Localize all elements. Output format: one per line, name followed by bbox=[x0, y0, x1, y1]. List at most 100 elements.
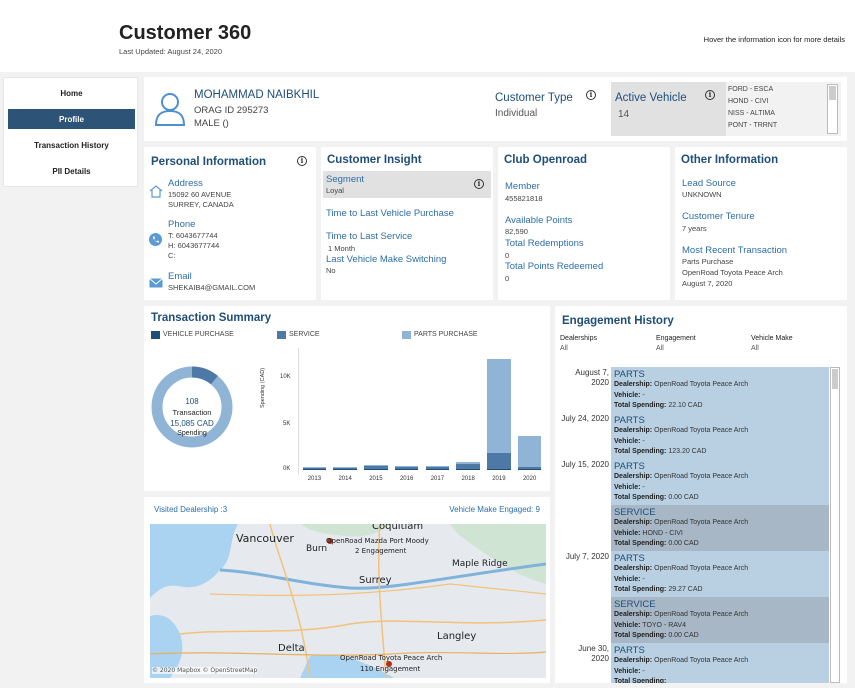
user-avatar-icon bbox=[154, 93, 186, 126]
engagement-row[interactable]: PARTS Dealership: OpenRoad Toyota Peace A… bbox=[611, 413, 829, 459]
bar-parts-purchase-2013[interactable] bbox=[302, 466, 327, 468]
vehicle-key: Vehicle: bbox=[614, 621, 641, 629]
engagement-date: August 7, 2020 bbox=[555, 368, 609, 388]
segment-info-icon[interactable]: i bbox=[474, 179, 484, 189]
bar-service-2014[interactable] bbox=[333, 467, 357, 470]
active-vehicle-info-icon[interactable]: i bbox=[705, 90, 715, 100]
engagement-row[interactable]: PARTS Dealership: OpenRoad Toyota Peace A… bbox=[611, 367, 829, 413]
bar-vehicle-purchase-2020[interactable] bbox=[517, 469, 542, 470]
bar-service-2019[interactable] bbox=[487, 453, 511, 470]
dealership-map[interactable]: Coquitlam Vancouver Burn Maple Ridge Sur… bbox=[150, 524, 546, 678]
engagement-category: PARTS bbox=[614, 369, 645, 380]
bar-vehicle-purchase-2014[interactable] bbox=[333, 469, 357, 470]
vehicle-item: PONT - TRRNT bbox=[728, 122, 778, 129]
dealership-value: OpenRoad Toyota Peace Arch bbox=[654, 519, 749, 526]
bar-service-2015[interactable] bbox=[364, 465, 388, 470]
vehicle-list-scroll-thumb[interactable] bbox=[829, 86, 836, 100]
vehicle-value: - bbox=[642, 437, 645, 445]
bar-vehicle-purchase-2019[interactable] bbox=[487, 469, 511, 470]
donut-sub: Spending bbox=[177, 430, 207, 437]
available-points-value: 82,590 bbox=[505, 227, 528, 236]
bar-service-2018[interactable] bbox=[456, 464, 480, 470]
segment-value: Loyal bbox=[326, 186, 344, 195]
personal-info-card: Personal Information i Address 15092 60 … bbox=[144, 147, 316, 300]
other-info-card: Other Information Lead Source UNKNOWN Cu… bbox=[675, 147, 847, 300]
nav-transaction-history[interactable]: Transaction History bbox=[8, 135, 135, 155]
engagement-history-title: Engagement History bbox=[562, 315, 674, 327]
engagement-category: SERVICE bbox=[614, 507, 656, 518]
dealer-marker-toyota[interactable] bbox=[386, 661, 392, 667]
engagement-row[interactable]: PARTS Dealership: OpenRoad Toyota Peace A… bbox=[611, 551, 829, 597]
dealership-key: Dealership: bbox=[614, 519, 653, 526]
personal-info-title: Personal Information bbox=[151, 156, 267, 168]
spend-value: 123.20 CAD bbox=[668, 448, 707, 455]
dealer2-name: OpenRoad Toyota Peace Arch bbox=[340, 654, 443, 662]
x-tick-2020: 2020 bbox=[522, 476, 537, 482]
bar-parts-purchase-2018[interactable] bbox=[456, 462, 480, 465]
engagement-scrollbar[interactable] bbox=[830, 367, 840, 683]
spend-key: Total Spending: bbox=[614, 448, 667, 455]
bar-vehicle-purchase-2018[interactable] bbox=[456, 469, 480, 470]
map-place-langley: Langley bbox=[437, 631, 477, 642]
nav-profile[interactable]: Profile bbox=[8, 109, 135, 129]
make-switch-label: Last Vehicle Make Switching bbox=[326, 254, 447, 265]
nav-home[interactable]: Home bbox=[8, 83, 135, 103]
bar-vehicle-purchase-2015[interactable] bbox=[364, 469, 388, 470]
map-background bbox=[150, 524, 546, 678]
tenure-value: 7 years bbox=[682, 224, 707, 233]
vehicle-list[interactable]: FORD - ESCA HOND - CIVI NISS - ALTIMA PO… bbox=[726, 82, 841, 136]
engagement-dealership: Dealership: OpenRoad Toyota Peace Arch bbox=[614, 610, 826, 621]
recent-transaction-date: August 7, 2020 bbox=[682, 279, 733, 288]
bar-service-2017[interactable] bbox=[425, 466, 450, 470]
filter-dealerships-value[interactable]: All bbox=[560, 345, 568, 352]
vehicle-value: HOND - CIVI bbox=[642, 529, 683, 537]
bar-service-2016[interactable] bbox=[394, 466, 419, 470]
bar-parts-purchase-2014[interactable] bbox=[333, 466, 357, 468]
bar-parts-purchase-2020[interactable] bbox=[517, 435, 542, 467]
bar-parts-purchase-2017[interactable] bbox=[425, 465, 450, 467]
engagement-list[interactable]: PARTS Dealership: OpenRoad Toyota Peace A… bbox=[611, 367, 829, 683]
member-value: 455821818 bbox=[505, 194, 543, 203]
engagement-row[interactable]: PARTS Dealership: OpenRoad Toyota Peace A… bbox=[611, 643, 829, 683]
bar-parts-purchase-2019[interactable] bbox=[487, 359, 511, 454]
bar-parts-purchase-2016[interactable] bbox=[394, 466, 419, 467]
engagement-row[interactable]: SERVICE Dealership: OpenRoad Toyota Peace… bbox=[611, 505, 829, 551]
bar-service-2013[interactable] bbox=[302, 467, 327, 470]
bar-service-2020[interactable] bbox=[517, 466, 542, 470]
engagement-row[interactable]: PARTS Dealership: OpenRoad Toyota Peace A… bbox=[611, 459, 829, 505]
filter-vehicle-make-value[interactable]: All bbox=[751, 345, 759, 352]
spending-donut[interactable] bbox=[151, 366, 233, 448]
customer-type-info-icon[interactable]: i bbox=[586, 90, 596, 100]
side-nav: Home Profile Transaction History PII Det… bbox=[3, 77, 138, 187]
dealership-key: Dealership: bbox=[614, 427, 653, 434]
engagement-vehicle: Vehicle: - bbox=[614, 437, 826, 448]
phone-c: C: bbox=[168, 251, 176, 260]
bar-vehicle-purchase-2016[interactable] bbox=[394, 469, 419, 470]
dealer-marker-mazda[interactable] bbox=[327, 538, 333, 544]
dealership-key: Dealership: bbox=[614, 565, 653, 572]
dealership-value: OpenRoad Toyota Peace Arch bbox=[654, 473, 749, 480]
vehicle-key: Vehicle: bbox=[614, 575, 641, 583]
vehicle-make-engaged: Vehicle Make Engaged: 9 bbox=[449, 505, 540, 514]
spend-key: Total Spending: bbox=[614, 494, 667, 501]
bar-vehicle-purchase-2017[interactable] bbox=[425, 469, 450, 470]
bar-parts-purchase-2015[interactable] bbox=[364, 465, 388, 466]
filter-engagement-value[interactable]: All bbox=[656, 345, 664, 352]
dealer2-engagement: 110 Engagement bbox=[360, 665, 421, 673]
page-title: Customer 360 bbox=[119, 22, 252, 44]
engagement-scroll-thumb[interactable] bbox=[832, 369, 838, 389]
profile-card: MOHAMMAD NAIBKHIL ORAG ID 295273 MALE ()… bbox=[144, 77, 847, 141]
dealer1-engagement: 2 Engagement bbox=[355, 547, 407, 555]
vehicle-list-scrollbar[interactable] bbox=[827, 84, 838, 134]
engagement-dealership: Dealership: OpenRoad Toyota Peace Arch bbox=[614, 564, 826, 575]
x-tick-2019: 2019 bbox=[492, 476, 506, 482]
tenure-label: Customer Tenure bbox=[682, 211, 755, 222]
vehicle-item: NISS - ALTIMA bbox=[728, 110, 775, 117]
donut-service-slice[interactable] bbox=[151, 366, 233, 448]
bar-vehicle-purchase-2013[interactable] bbox=[302, 469, 327, 470]
personal-info-icon[interactable]: i bbox=[297, 156, 307, 166]
engagement-row[interactable]: SERVICE Dealership: OpenRoad Toyota Peace… bbox=[611, 597, 829, 643]
vehicle-value: - bbox=[642, 667, 645, 675]
nav-pii-details[interactable]: PII Details bbox=[8, 161, 135, 181]
address-line2: SURREY, CANADA bbox=[168, 200, 234, 209]
